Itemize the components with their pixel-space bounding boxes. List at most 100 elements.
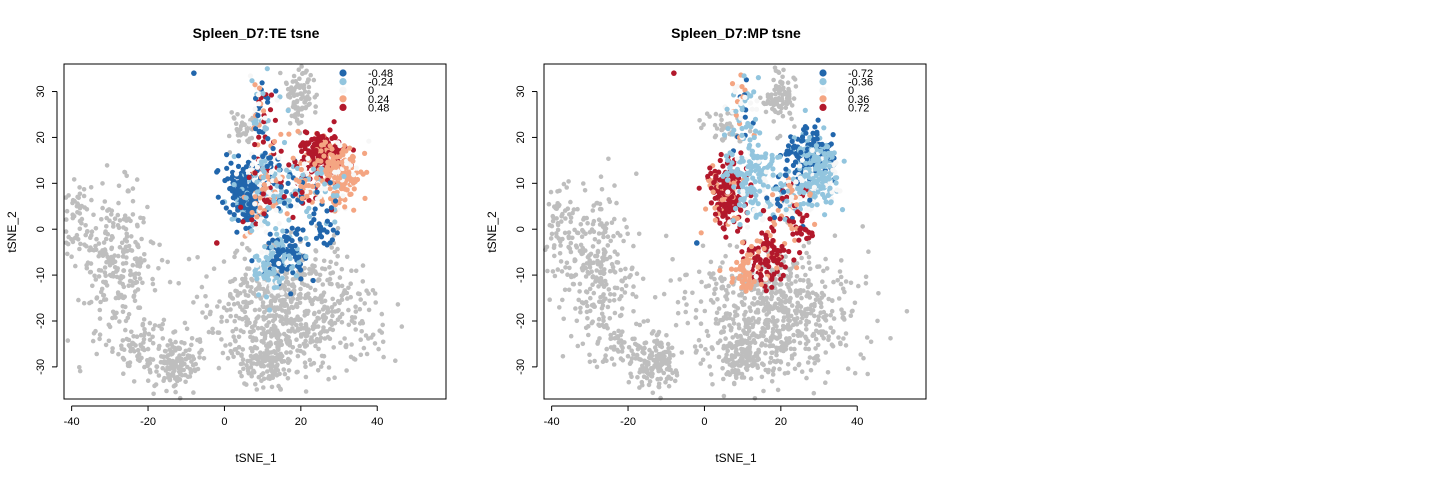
data-point	[631, 284, 636, 289]
data-point	[285, 356, 291, 362]
data-point	[622, 275, 628, 281]
data-point	[763, 169, 769, 175]
data-point	[265, 256, 271, 262]
data-point	[771, 214, 778, 221]
data-point	[794, 274, 800, 279]
chart-title: Spleen_D7:TE tsne	[193, 25, 320, 41]
data-point	[236, 139, 242, 144]
data-point	[747, 344, 752, 350]
data-point	[286, 368, 292, 373]
data-point	[312, 310, 317, 316]
data-point	[252, 272, 258, 278]
data-point	[321, 327, 326, 333]
data-point	[566, 235, 572, 241]
data-point	[634, 171, 639, 176]
data-point	[635, 375, 640, 380]
data-point	[297, 343, 303, 349]
data-point	[261, 273, 267, 279]
data-point	[618, 267, 623, 273]
data-point	[310, 183, 316, 189]
data-point	[633, 356, 638, 361]
data-point	[763, 350, 768, 356]
data-point	[619, 287, 625, 292]
data-point	[577, 289, 582, 294]
data-point	[253, 337, 259, 343]
data-point	[674, 373, 680, 378]
data-point	[797, 146, 804, 152]
data-point	[147, 320, 153, 326]
data-point	[224, 165, 230, 171]
data-point	[77, 185, 82, 190]
data-point	[596, 316, 602, 322]
data-point	[774, 328, 780, 334]
data-point	[774, 345, 779, 351]
data-point	[769, 290, 774, 296]
data-point	[90, 338, 96, 344]
data-point	[595, 341, 600, 346]
data-point	[799, 182, 805, 188]
data-point	[315, 324, 321, 329]
data-point	[585, 221, 590, 226]
data-point	[188, 370, 194, 375]
data-point	[156, 373, 162, 378]
data-point	[804, 250, 809, 256]
data-point	[634, 321, 639, 327]
data-point	[664, 366, 670, 372]
data-point	[135, 347, 141, 353]
data-point	[248, 288, 253, 294]
y-tick-label: 0	[35, 226, 47, 232]
data-point	[181, 351, 186, 357]
data-point	[781, 85, 786, 91]
data-point	[821, 268, 826, 274]
data-point	[591, 290, 597, 296]
data-point	[720, 260, 725, 265]
data-point	[648, 371, 654, 376]
data-point	[231, 182, 237, 188]
data-point	[165, 343, 170, 348]
data-point	[811, 184, 818, 190]
data-point	[774, 196, 781, 202]
data-point	[311, 217, 317, 223]
data-point	[725, 348, 730, 354]
data-point	[156, 266, 161, 271]
data-point	[802, 107, 808, 113]
data-point	[550, 269, 556, 274]
data-point	[547, 297, 552, 303]
data-point	[282, 297, 287, 303]
data-point	[789, 103, 795, 108]
data-point	[132, 298, 138, 304]
data-point	[282, 286, 287, 292]
data-point	[603, 353, 608, 358]
data-point	[768, 355, 774, 361]
data-point	[723, 253, 728, 259]
data-point	[110, 346, 115, 351]
data-point	[637, 385, 642, 390]
data-point	[96, 253, 101, 259]
data-point	[276, 220, 282, 227]
data-point	[308, 339, 313, 345]
data-point	[294, 203, 300, 209]
data-point	[807, 142, 814, 148]
data-point	[793, 84, 799, 89]
data-point	[279, 268, 285, 274]
data-point	[777, 154, 783, 160]
data-point	[232, 347, 238, 352]
data-point	[704, 111, 710, 116]
data-point	[291, 73, 297, 79]
data-point	[754, 155, 760, 161]
data-point	[591, 229, 597, 234]
data-point	[248, 365, 254, 370]
data-point	[273, 207, 279, 213]
data-point	[863, 274, 869, 280]
data-point	[273, 350, 278, 356]
data-point	[781, 315, 787, 320]
data-point	[320, 282, 326, 287]
data-point	[236, 344, 242, 350]
data-point	[265, 95, 271, 101]
data-point	[269, 293, 274, 298]
data-point	[699, 279, 704, 285]
data-point	[325, 159, 331, 165]
data-point	[643, 340, 649, 346]
data-point	[308, 299, 314, 304]
scatter-points	[63, 64, 405, 401]
